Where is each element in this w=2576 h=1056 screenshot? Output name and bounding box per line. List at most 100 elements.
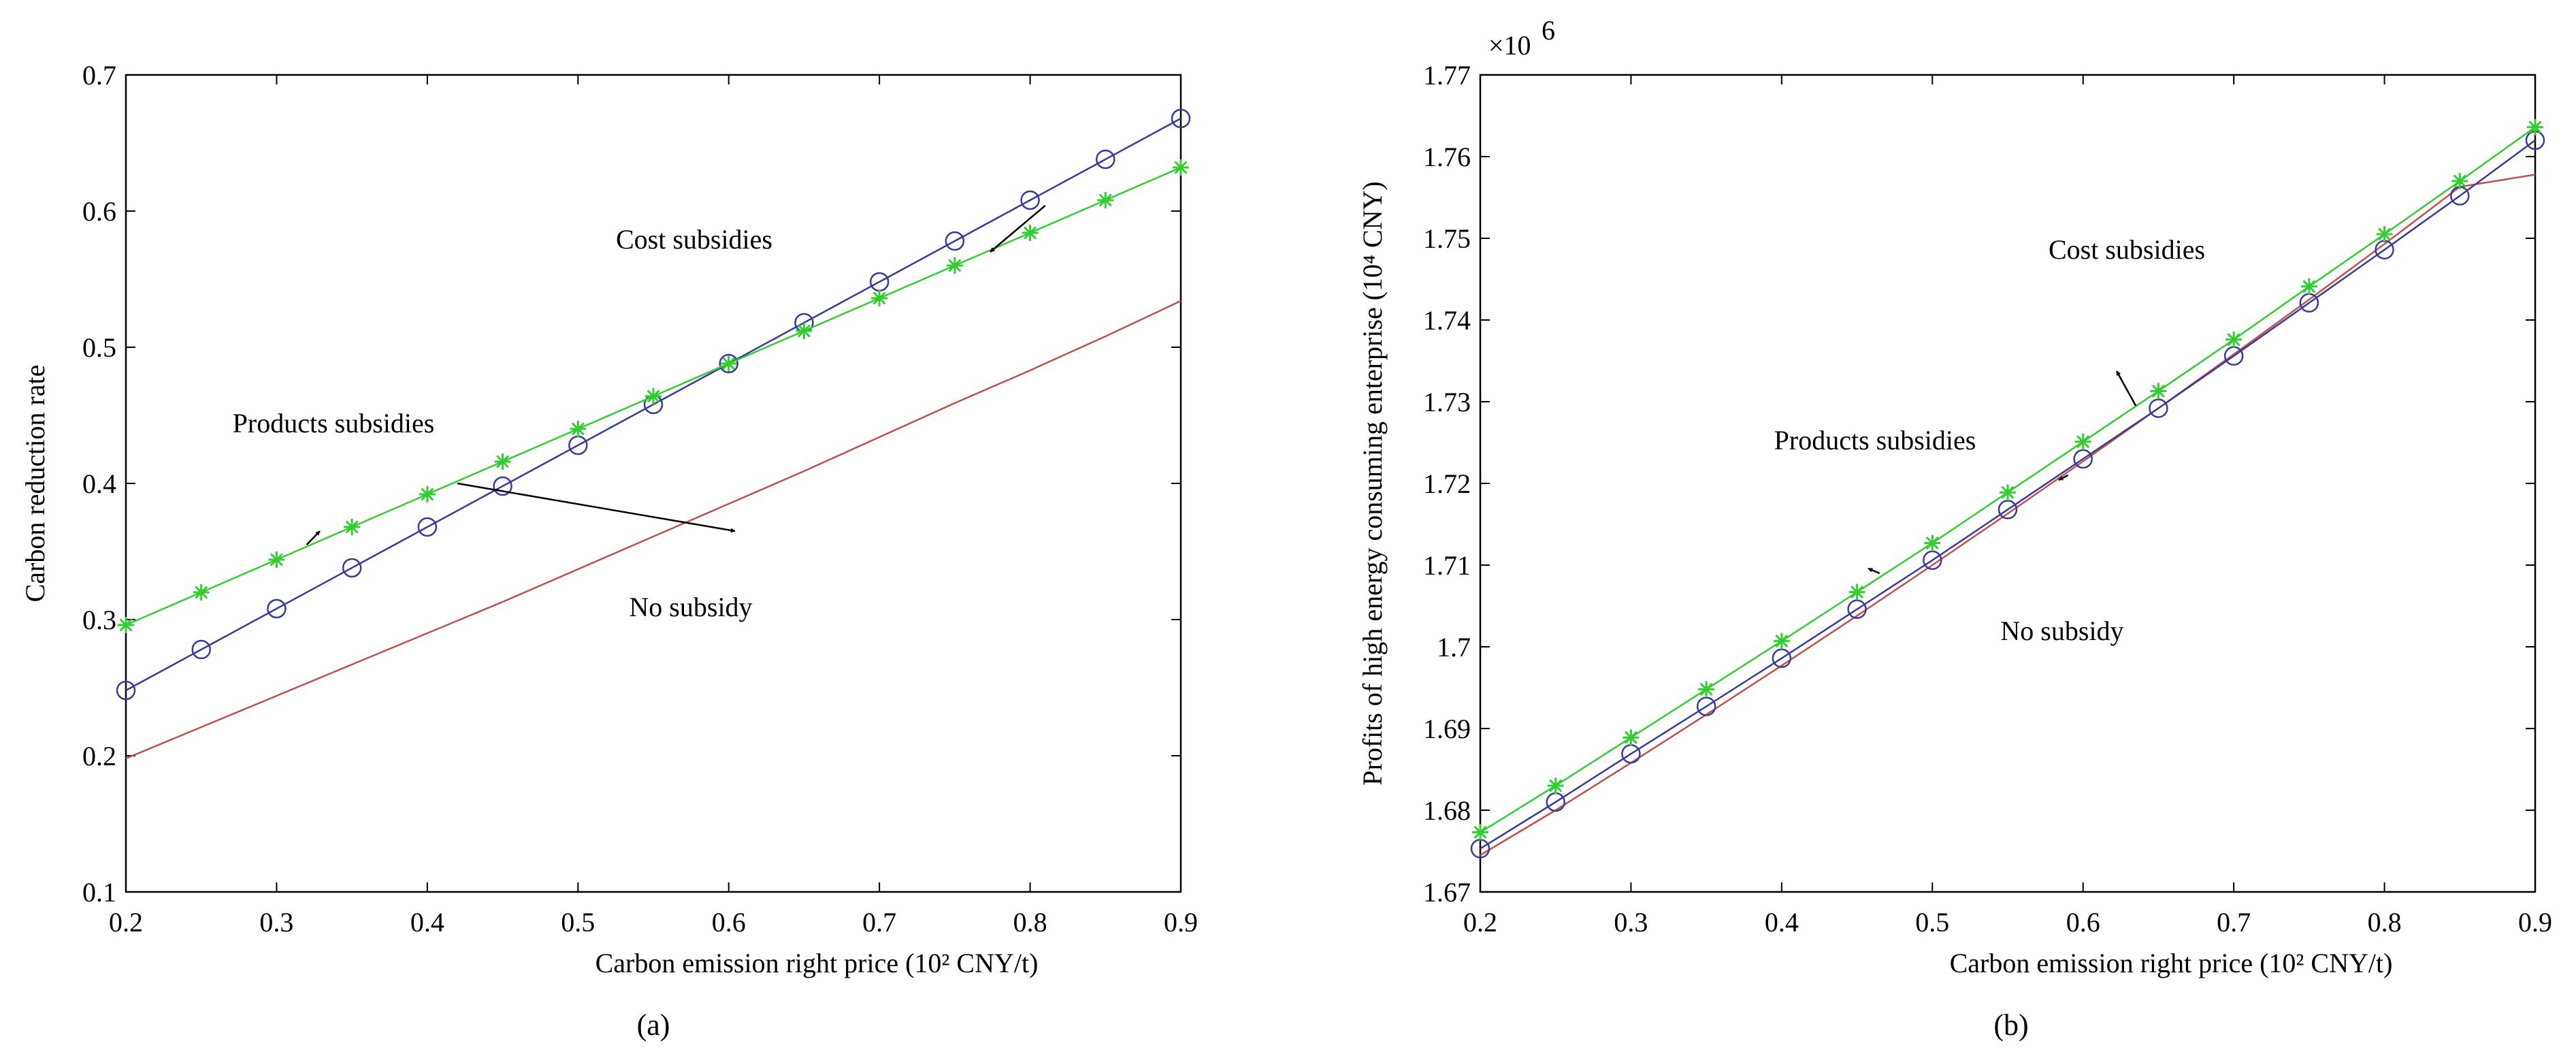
data-point [2226, 331, 2243, 348]
data-point [2451, 173, 2468, 189]
data-point [1171, 108, 1191, 129]
chart-b: 0.2 0.3 0.4 0.5 0.6 0.7 0.8 0.91.671.681.691.71… [1357, 15, 2552, 1042]
data-point [2300, 278, 2317, 295]
data-point [1696, 697, 1716, 716]
data-point [193, 584, 210, 601]
annotation: Cost subsidies [2049, 234, 2205, 406]
y-tick-label: 1.69 [1423, 714, 1471, 744]
data-point [1924, 534, 1941, 551]
annotation: No subsidy [2000, 474, 2124, 646]
series-no-subsidy [125, 300, 1181, 760]
annotation-arrow [2058, 474, 2069, 481]
data-point [1472, 824, 1488, 841]
y-tick-label: 0.5 [82, 332, 116, 363]
y-tick-label: 0.3 [82, 605, 116, 635]
data-point [118, 617, 134, 633]
annotation-label: Cost subsidies [616, 224, 772, 255]
y-tick-label: 0.4 [82, 468, 116, 499]
data-point [1923, 550, 1942, 571]
data-point [2376, 226, 2393, 242]
data-point [945, 231, 965, 251]
data-point [2527, 118, 2543, 135]
data-point [1772, 648, 1792, 669]
series-line [1480, 126, 2536, 833]
x-tick-label: 0.5 [1915, 907, 1949, 938]
series-line [125, 300, 1181, 760]
annotation-label: No subsidy [629, 592, 752, 622]
data-point [1547, 778, 1564, 794]
series-no-subsidy [1480, 174, 2536, 857]
data-point [116, 680, 136, 701]
series-products-subsidies [1472, 118, 2543, 841]
y-axis-label: Profits of high energy consuming enterpr… [1357, 181, 1388, 786]
annotation: No subsidy [457, 482, 753, 622]
annotation: Products subsidies [233, 408, 434, 545]
data-point [2074, 433, 2091, 450]
y-tick-label: 0.2 [82, 741, 116, 771]
y-tick-label: 0.6 [82, 196, 116, 227]
x-tick-label: 0.9 [2518, 907, 2552, 938]
data-point [871, 290, 888, 306]
x-tick-label: 0.2 [1463, 907, 1497, 938]
y-tick-label: 1.75 [1423, 223, 1471, 254]
data-point [1173, 159, 1189, 176]
data-point [2150, 383, 2167, 400]
data-point [719, 353, 738, 374]
annotation-arrow [1868, 567, 1880, 575]
y-tick-label: 1.7 [1437, 632, 1471, 662]
data-point [2000, 484, 2016, 501]
y-tick-label: 1.71 [1423, 550, 1471, 581]
data-point [570, 421, 587, 437]
axes-box [1479, 74, 2537, 893]
data-point [344, 519, 361, 535]
y-tick-label: 0.1 [82, 877, 116, 908]
x-tick-label: 0.9 [1164, 907, 1198, 938]
annotation-arrow [2115, 370, 2137, 406]
y-tick-label: 1.73 [1423, 387, 1471, 417]
data-point [2073, 449, 2093, 469]
data-point [1020, 190, 1040, 210]
series-line [1480, 139, 2536, 850]
data-point [1848, 583, 1865, 601]
annotation-label: Cost subsidies [2049, 234, 2205, 265]
data-point [1096, 149, 1115, 170]
data-point [946, 257, 963, 274]
annotation-arrow [306, 530, 321, 545]
data-point [268, 551, 285, 568]
x-tick-label: 0.2 [109, 907, 143, 938]
data-point [1773, 633, 1790, 650]
panel-label: (a) [637, 1008, 670, 1042]
y-tick-label: 1.72 [1423, 468, 1471, 499]
x-tick-label: 0.8 [1013, 907, 1047, 938]
series-products-subsidies [118, 159, 1189, 633]
x-tick-label: 0.4 [1765, 907, 1799, 938]
data-point [1698, 681, 1715, 698]
data-point [494, 453, 511, 470]
data-point [191, 639, 211, 660]
annotation-arrow [457, 482, 736, 533]
x-tick-label: 0.5 [561, 907, 595, 938]
data-point [1623, 729, 1640, 746]
data-point [342, 558, 362, 578]
data-point [1097, 192, 1114, 208]
data-point [419, 486, 436, 502]
data-point [1998, 500, 2018, 519]
data-point [645, 388, 662, 404]
annotation-label: Products subsidies [1774, 425, 1976, 455]
x-axis-label: Carbon emission right price (10² CNY/t) [596, 948, 1039, 978]
exponent-label: ×10 [1488, 30, 1531, 61]
series-line [1480, 174, 2536, 857]
data-point [1847, 599, 1867, 620]
data-point [267, 598, 287, 619]
x-tick-label: 0.3 [259, 907, 293, 938]
exponent-power: 6 [1542, 15, 1555, 46]
annotation-label: No subsidy [2000, 615, 2123, 646]
data-point [1022, 225, 1039, 241]
y-axis-label: Carbon reduction rate [20, 365, 50, 603]
x-axis-label: Carbon emission right price (10² CNY/t) [1950, 948, 2393, 978]
y-tick-label: 1.74 [1423, 305, 1471, 336]
data-point [796, 323, 813, 339]
y-tick-label: 1.67 [1423, 877, 1471, 908]
y-tick-label: 1.76 [1423, 142, 1471, 172]
